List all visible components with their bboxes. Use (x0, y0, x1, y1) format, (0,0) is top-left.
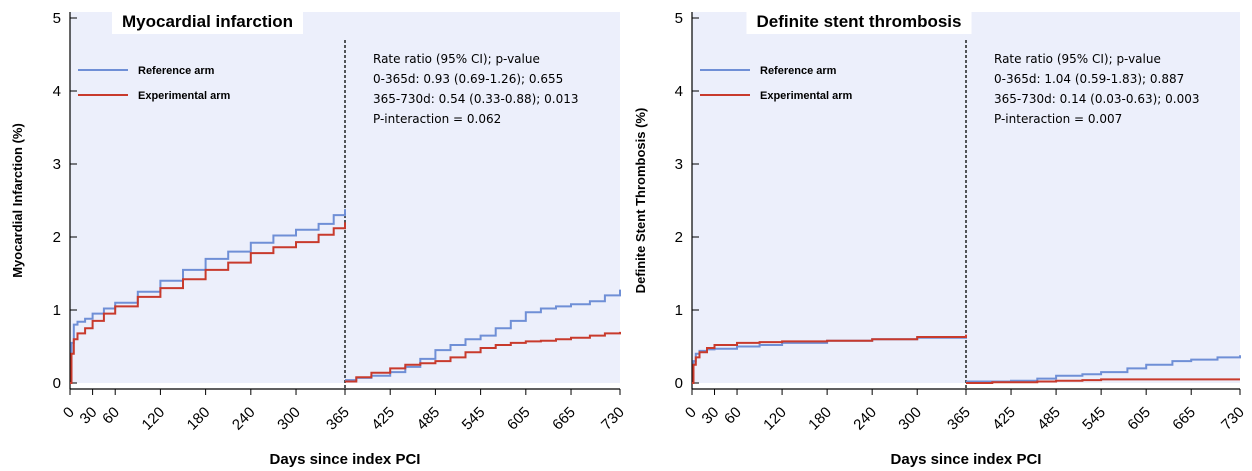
legend-label-reference: Reference arm (760, 65, 837, 77)
x-tick-label: 120 (760, 404, 790, 434)
y-tick-label: 5 (675, 10, 683, 27)
legend-label-experimental: Experimental arm (138, 90, 231, 102)
x-axis-label: Days since index PCI (891, 451, 1042, 468)
y-tick-label: 2 (675, 229, 683, 246)
series-line-reference-second-year (966, 355, 1241, 383)
x-tick-label: 545 (459, 404, 489, 434)
y-tick-label: 4 (53, 83, 61, 100)
series-line-experimental-second-year (966, 378, 1240, 384)
y-axis-label: Definite Stent Thrombosis (%) (633, 108, 648, 294)
x-tick-label: 665 (1169, 404, 1199, 434)
chart-title: Definite stent thrombosis (757, 12, 962, 31)
y-tick-label: 2 (53, 229, 61, 246)
x-tick-label: 605 (504, 404, 534, 434)
x-tick-label: 730 (598, 404, 628, 434)
chart-title: Myocardial infarction (122, 12, 293, 31)
x-tick-label: 425 (368, 404, 398, 434)
stats-annotation-line: 0-365d: 0.93 (0.69-1.26); 0.655 (373, 72, 563, 86)
y-tick-label: 3 (53, 156, 61, 173)
x-tick-label: 485 (1034, 404, 1064, 434)
y-tick-label: 0 (53, 375, 61, 392)
stats-annotation-line: P-interaction = 0.007 (994, 112, 1122, 126)
series-line-reference-first-year (70, 209, 346, 384)
legend-label-reference: Reference arm (138, 65, 215, 77)
legend-label-experimental: Experimental arm (760, 90, 853, 102)
x-tick-label: 300 (895, 404, 925, 434)
series-line-experimental-second-year (345, 331, 621, 383)
series-line-experimental-first-year (70, 222, 346, 384)
x-tick-label: 180 (184, 404, 214, 434)
stats-annotation-line: 0-365d: 1.04 (0.59-1.83); 0.887 (994, 72, 1184, 86)
chart-title-backdrop (112, 6, 303, 34)
y-axis-label: Myocardial Infarction (%) (10, 123, 25, 278)
x-tick-label: 60 (99, 404, 123, 428)
stats-annotation-line: P-interaction = 0.062 (373, 112, 501, 126)
x-tick-label: 30 (699, 404, 723, 428)
x-tick-label: 485 (414, 404, 444, 434)
x-tick-label: 240 (229, 404, 259, 434)
x-axis-label: Days since index PCI (270, 451, 421, 468)
stats-annotation-line: Rate ratio (95% CI); p-value (373, 52, 540, 66)
x-tick-label: 605 (1124, 404, 1154, 434)
x-tick-label: 425 (989, 404, 1019, 434)
y-tick-label: 5 (53, 10, 61, 27)
y-tick-label: 1 (675, 302, 683, 319)
x-tick-label: 30 (77, 404, 101, 428)
y-tick-label: 3 (675, 156, 683, 173)
x-tick-label: 730 (1218, 404, 1248, 434)
stats-annotation-line: Rate ratio (95% CI); p-value (994, 52, 1161, 66)
chart-title-backdrop (746, 6, 972, 34)
y-tick-label: 4 (675, 83, 683, 100)
x-tick-label: 0 (60, 404, 78, 422)
x-tick-label: 365 (944, 404, 974, 434)
x-tick-label: 300 (274, 404, 304, 434)
y-tick-label: 1 (53, 302, 61, 319)
series-line-experimental-first-year (692, 334, 967, 384)
y-tick-label: 0 (675, 375, 683, 392)
x-tick-label: 180 (805, 404, 835, 434)
x-tick-label: 665 (549, 404, 579, 434)
x-tick-label: 0 (682, 404, 700, 422)
x-tick-label: 365 (323, 404, 353, 434)
x-tick-label: 120 (139, 404, 169, 434)
x-tick-label: 60 (721, 404, 745, 428)
stats-annotation-line: 365-730d: 0.54 (0.33-0.88); 0.013 (373, 92, 579, 106)
stats-annotation-line: 365-730d: 0.14 (0.03-0.63); 0.003 (994, 92, 1200, 106)
x-tick-label: 545 (1079, 404, 1109, 434)
x-tick-label: 240 (850, 404, 880, 434)
